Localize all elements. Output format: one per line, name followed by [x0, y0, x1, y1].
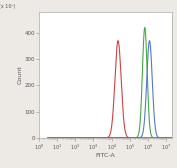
Y-axis label: Count: Count — [18, 65, 23, 84]
Text: (x 10¹): (x 10¹) — [0, 4, 15, 9]
X-axis label: FITC-A: FITC-A — [95, 153, 115, 158]
